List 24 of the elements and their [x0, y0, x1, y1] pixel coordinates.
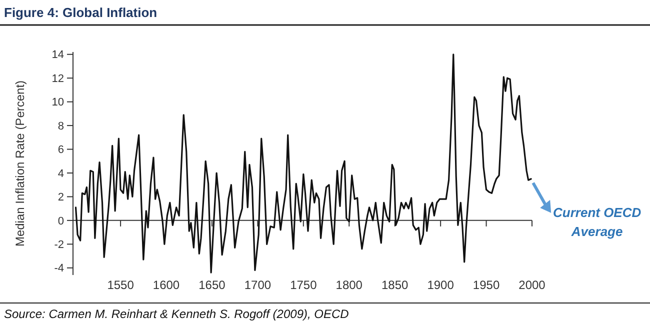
x-tick-label: 1700	[244, 278, 272, 292]
x-tick-label: 2000	[518, 278, 546, 292]
y-tick-label: 2	[58, 192, 64, 204]
y-tick-label: 8	[58, 120, 64, 132]
y-tick-label: -4	[54, 262, 64, 275]
chart-title: Figure 4: Global Inflation	[4, 5, 158, 20]
x-tick-label: 1850	[381, 278, 409, 292]
y-axis-title: Median Inflation Rate (Percent)	[13, 80, 27, 247]
x-tick-label: 1600	[152, 278, 180, 292]
annotation: Current OECD Average	[553, 204, 642, 239]
x-tick-label: 1650	[198, 278, 226, 292]
y-tick-label: 12	[52, 72, 64, 85]
y-tick-label: 4	[58, 168, 64, 180]
y-tick-label: -2	[54, 239, 64, 252]
y-tick-label: 0	[58, 215, 64, 228]
y-tick-label: 14	[52, 49, 64, 62]
y-tick-label: 6	[58, 144, 64, 156]
x-tick-label: 1550	[107, 278, 134, 292]
x-tick-label: 1900	[427, 278, 454, 292]
x-tick-label: 1750	[290, 278, 318, 292]
x-tick-label: 1950	[472, 278, 500, 292]
source-note: Source: Carmen M. Reinhart & Kenneth S. Rogoff (2009), OECD	[4, 307, 350, 321]
y-tick-label: 10	[52, 96, 64, 109]
x-tick-label: 1800	[336, 278, 363, 292]
